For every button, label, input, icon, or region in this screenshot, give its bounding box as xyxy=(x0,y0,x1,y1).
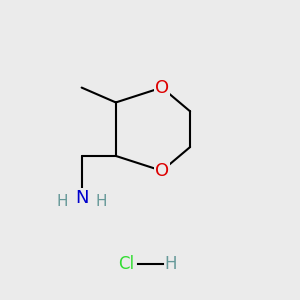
Text: Cl: Cl xyxy=(118,255,134,273)
Text: O: O xyxy=(155,162,169,180)
Text: H: H xyxy=(57,194,68,208)
Text: H: H xyxy=(165,255,177,273)
Text: N: N xyxy=(75,189,88,207)
Text: H: H xyxy=(95,194,107,208)
Text: O: O xyxy=(155,79,169,97)
